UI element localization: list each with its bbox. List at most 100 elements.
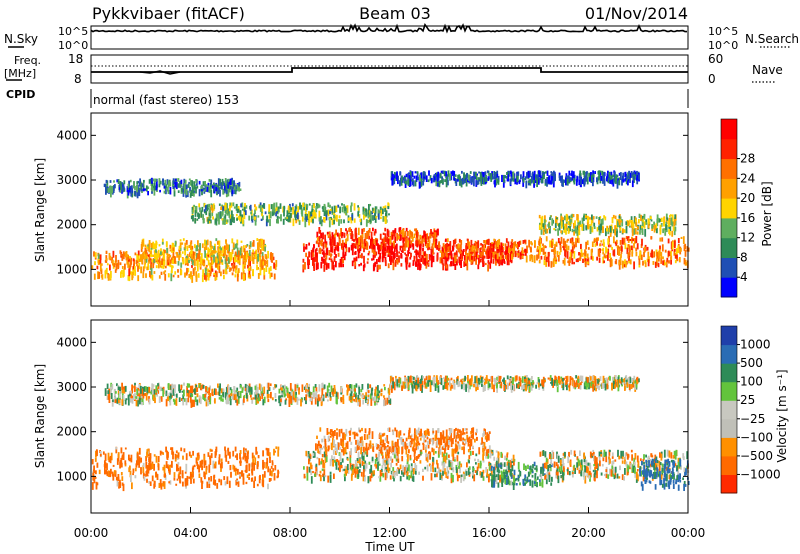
power-colorbar-tick-label-5: 24 — [740, 171, 755, 185]
power-echo-band-3 — [315, 227, 440, 251]
power-plot-area — [91, 113, 688, 306]
velocity-colorbar-swatch-2 — [721, 437, 737, 457]
velocity-colorbar-swatch-4 — [721, 400, 737, 420]
cpid-label: CPID — [6, 88, 35, 101]
nave-tick-top: 60 — [708, 52, 723, 66]
nave-tick-bottom: 0 — [708, 72, 716, 86]
power-colorbar-swatch-7 — [721, 138, 737, 160]
velocity-echo-band-6 — [104, 382, 392, 408]
power-colorbar-swatch-3 — [721, 217, 737, 239]
xtick-label-0: 00:00 — [74, 526, 109, 540]
power-colorbar-swatch-0 — [721, 277, 737, 298]
velocity-colorbar-tick-label-6: −500 — [740, 449, 773, 463]
nsky-frame — [90, 25, 689, 50]
freq-label-line1: Freq. — [14, 54, 41, 67]
nsky-tick-top-right: 10^5 — [708, 25, 738, 38]
power-colorbar-swatch-8 — [721, 119, 737, 140]
power-colorbar: 4 8 12 16 20 24 28 — [720, 118, 755, 298]
velocity-echo-layer — [91, 375, 690, 492]
station-title: Pykkvibaer (fitACF) — [92, 4, 245, 23]
velocity-colorbar-swatch-1 — [721, 455, 737, 475]
power-echo-band-6 — [538, 213, 677, 239]
velocity-colorbar-swatch-8 — [721, 326, 737, 346]
power-echo-band-9 — [390, 170, 640, 189]
velocity-ytick-label-3: 4000 — [56, 335, 87, 349]
velocity-colorbar-tick-label-3: 25 — [740, 393, 755, 407]
velocity-colorbar-swatch-7 — [721, 344, 737, 364]
power-colorbar-tick-label-0: 4 — [740, 270, 748, 284]
power-echo-band-0 — [91, 250, 278, 283]
power-colorbar-swatch-6 — [721, 158, 737, 179]
x-axis-label: Time UT — [364, 540, 415, 554]
xtick-label-6: 00:00 — [671, 526, 706, 540]
power-colorbar-frame — [720, 118, 738, 298]
power-ytick-label-2: 3000 — [56, 173, 87, 187]
freq-trace-noise — [139, 70, 181, 75]
velocity-y-label: Slant Range [km] — [33, 364, 47, 468]
power-ytick-label-3: 4000 — [56, 128, 87, 142]
velocity-colorbar-swatch-5 — [721, 381, 737, 401]
power-y-ticks: 1000 2000 3000 4000 — [56, 128, 688, 276]
velocity-echo-band-0 — [91, 446, 280, 492]
velocity-colorbar: 1000 500 100 25 −25 −100 −500 −1000 — [720, 325, 781, 494]
xtick-label-4: 16:00 — [472, 526, 507, 540]
velocity-colorbar-swatch-6 — [721, 363, 737, 383]
date-title: 01/Nov/2014 — [585, 4, 688, 23]
power-y-label: Slant Range [km] — [33, 158, 47, 262]
power-colorbar-swatch-2 — [721, 237, 737, 258]
power-colorbar-tick-label-4: 20 — [740, 191, 755, 205]
velocity-plot-area — [91, 320, 688, 513]
power-echo-band-1 — [140, 238, 267, 268]
nsearch-label: N.Search — [745, 32, 799, 46]
velocity-colorbar-tick-label-1: 500 — [740, 356, 763, 370]
velocity-ytick-label-0: 1000 — [56, 469, 87, 483]
power-colorbar-label: Power [dB] — [760, 181, 774, 246]
velocity-colorbar-tick-label-0: 1000 — [740, 338, 771, 352]
velocity-echo-band-5 — [639, 458, 690, 491]
xtick-label-3: 12:00 — [372, 526, 407, 540]
nsky-tick-bottom-left: 10^0 — [58, 39, 88, 52]
beam-title: Beam 03 — [359, 4, 431, 23]
power-echo-band-5 — [538, 235, 690, 270]
velocity-colorbar-swatch-3 — [721, 418, 737, 438]
power-echo-band-7 — [103, 177, 242, 199]
freq-tick-top: 18 — [68, 52, 83, 66]
power-colorbar-swatch-1 — [721, 257, 737, 278]
velocity-colorbar-frame — [720, 325, 738, 494]
nsky-label: N.Sky — [4, 32, 38, 46]
power-echo-band-8 — [190, 202, 390, 228]
velocity-echo-band-2 — [315, 427, 491, 457]
xtick-label-1: 04:00 — [173, 526, 208, 540]
power-colorbar-swatch-4 — [721, 198, 737, 219]
power-colorbar-tick-label-3: 16 — [740, 211, 755, 225]
power-colorbar-swatch-5 — [721, 178, 737, 199]
velocity-colorbar-tick-label-5: −100 — [740, 430, 773, 444]
x-axis-ticks: 00:00 04:00 08:00 12:00 16:00 20:00 00:00 — [74, 300, 706, 540]
nsky-tick-top-left: 10^5 — [58, 25, 88, 38]
power-colorbar-tick-label-2: 12 — [740, 231, 755, 245]
velocity-colorbar-tick-label-4: −25 — [740, 412, 765, 426]
nsky-trace — [90, 22, 687, 34]
velocity-echo-band-7 — [389, 375, 640, 394]
velocity-colorbar-label: Velocity [m s⁻¹] — [775, 369, 789, 462]
cpid-mode-text: normal (fast stereo) 153 — [93, 93, 239, 107]
nsky-tick-bottom-right: 10^0 — [708, 39, 738, 52]
power-echo-layer — [91, 170, 690, 283]
xtick-label-2: 08:00 — [273, 526, 308, 540]
velocity-echo-band-3 — [489, 460, 553, 490]
velocity-colorbar-tick-label-2: 100 — [740, 375, 763, 389]
freq-label-line2: [MHz] — [4, 67, 36, 80]
velocity-colorbar-swatch-0 — [721, 474, 737, 494]
freq-trace — [91, 67, 688, 73]
velocity-ytick-label-1: 2000 — [56, 425, 87, 439]
nave-label: Nave — [752, 63, 783, 77]
velocity-colorbar-tick-label-7: −1000 — [740, 467, 781, 481]
power-colorbar-tick-label-6: 28 — [740, 152, 755, 166]
freq-frame — [90, 54, 689, 84]
power-echo-band-4 — [439, 238, 541, 264]
velocity-ytick-label-2: 3000 — [56, 380, 87, 394]
power-ytick-label-1: 2000 — [56, 218, 87, 232]
velocity-y-ticks: 1000 2000 3000 4000 — [56, 335, 688, 483]
xtick-label-5: 20:00 — [571, 526, 606, 540]
